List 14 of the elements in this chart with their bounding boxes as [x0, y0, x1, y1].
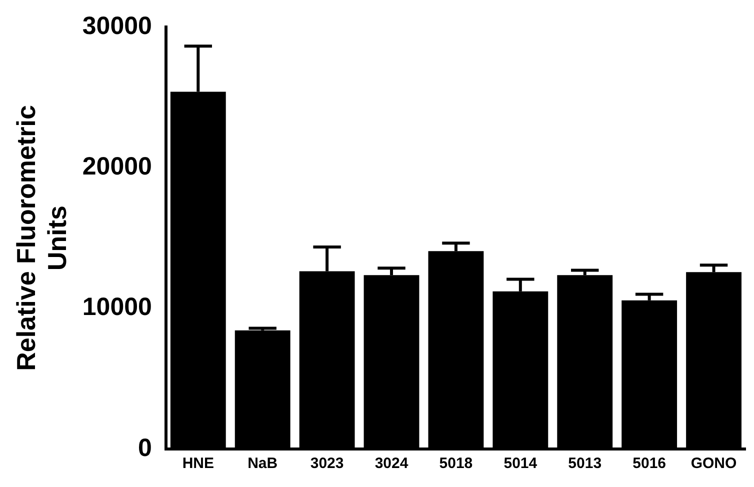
- y-tick-label: 20000: [82, 152, 152, 181]
- y-tick-label: 30000: [82, 12, 152, 40]
- x-tick-label: 5014: [504, 455, 538, 472]
- y-axis-title: Relative Fluorometric Units: [10, 105, 72, 371]
- y-tick-label: 0: [138, 434, 152, 462]
- x-tick-label: 3024: [374, 455, 409, 472]
- x-tick-label: 3023: [310, 455, 344, 472]
- x-tick-label: NaB: [248, 455, 278, 472]
- y-tick-label: 10000: [82, 293, 152, 322]
- x-tick-label: 5016: [632, 455, 666, 472]
- x-tick-label: HNE: [182, 455, 214, 472]
- x-tick-label: 5013: [568, 455, 602, 472]
- x-tick-label: GONO: [690, 455, 738, 472]
- x-tick-label: 5018: [439, 455, 473, 472]
